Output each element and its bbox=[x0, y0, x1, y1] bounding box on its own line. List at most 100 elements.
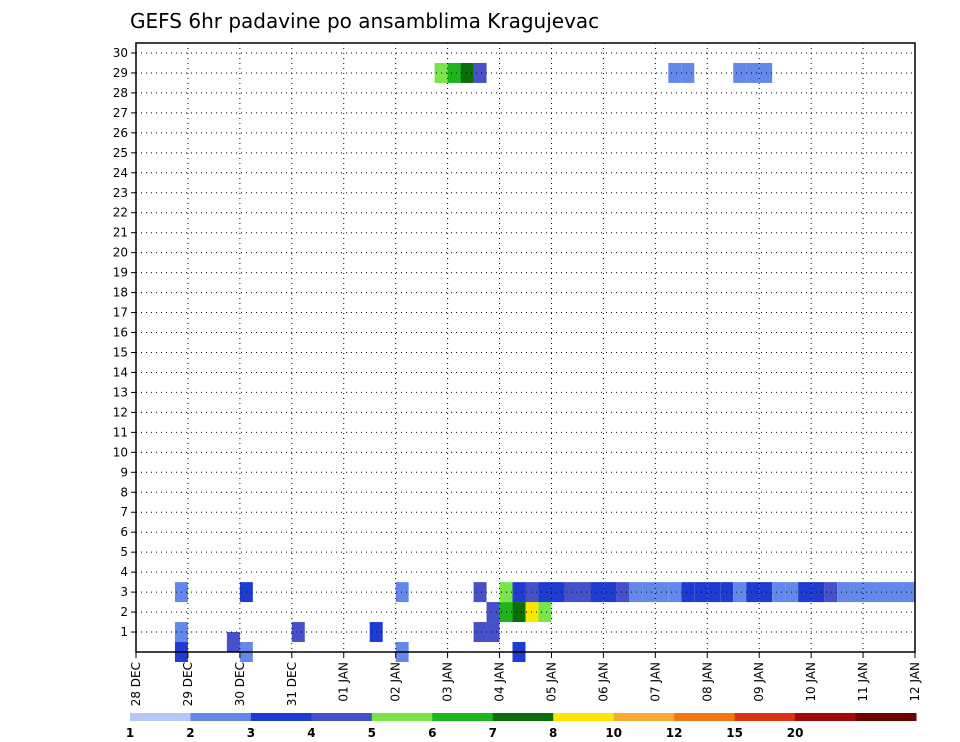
heatmap-cell bbox=[668, 582, 682, 603]
colorbar-swatch bbox=[190, 713, 252, 721]
colorbar-label: 20 bbox=[787, 726, 804, 740]
heatmap-cell bbox=[538, 602, 552, 623]
y-tick-label: 7 bbox=[120, 505, 128, 519]
colorbar-label: 12 bbox=[666, 726, 683, 740]
heatmap-cell bbox=[538, 582, 552, 603]
y-tick-label: 30 bbox=[113, 46, 128, 60]
y-tick-label: 16 bbox=[113, 326, 128, 340]
x-tick-label: 02 JAN bbox=[389, 662, 403, 702]
y-tick-label: 29 bbox=[113, 66, 128, 80]
x-tick-label: 07 JAN bbox=[648, 662, 662, 702]
heatmap-cell bbox=[577, 582, 591, 603]
colorbar-swatch bbox=[250, 713, 312, 721]
y-tick-label: 1 bbox=[120, 625, 128, 639]
x-tick-label: 08 JAN bbox=[700, 662, 714, 702]
heatmap-cell bbox=[902, 582, 915, 603]
heatmap-cell bbox=[616, 582, 630, 603]
x-tick-label: 01 JAN bbox=[337, 662, 351, 702]
x-tick-label: 06 JAN bbox=[596, 662, 610, 702]
heatmap-cell bbox=[889, 582, 903, 603]
heatmap-cell bbox=[564, 582, 578, 603]
x-axis: 28 DEC 29 DEC 30 DEC 31 DEC 01 JAN 02 JAN 03 J… bbox=[129, 652, 922, 706]
x-tick-label: 31 DEC bbox=[285, 662, 299, 706]
x-tick-label: 29 DEC bbox=[181, 662, 195, 706]
colorbar-label: 4 bbox=[307, 726, 315, 740]
heatmap-cell bbox=[486, 602, 500, 623]
colorbar-label: 15 bbox=[726, 726, 743, 740]
heatmap-cell bbox=[395, 582, 409, 603]
heatmap-cell bbox=[746, 582, 760, 603]
x-tick-label: 09 JAN bbox=[752, 662, 766, 702]
colorbar-label: 2 bbox=[186, 726, 194, 740]
heatmap-cell bbox=[876, 582, 890, 603]
x-tick-label: 12 JAN bbox=[908, 662, 922, 702]
heatmap-cell bbox=[798, 582, 812, 603]
colorbar: 1 2 3 4 5 6 7 8 10 12 15 20 bbox=[126, 713, 917, 740]
colorbar-label: 1 bbox=[126, 726, 134, 740]
colorbar-label: 3 bbox=[247, 726, 255, 740]
colorbar-swatch bbox=[492, 713, 554, 721]
colorbar-swatch bbox=[130, 713, 191, 721]
y-tick-label: 22 bbox=[113, 206, 128, 220]
heatmap-cell bbox=[824, 582, 838, 603]
colorbar-swatch bbox=[795, 713, 857, 721]
x-tick-label: 05 JAN bbox=[544, 662, 558, 702]
y-axis: 1234567891011121314151617181920212223242… bbox=[113, 46, 136, 639]
y-tick-label: 21 bbox=[113, 226, 128, 240]
heatmap-cell bbox=[551, 582, 565, 603]
heatmap-cell bbox=[772, 582, 786, 603]
heatmap-cell bbox=[473, 582, 487, 603]
x-tick-label: 28 DEC bbox=[129, 662, 143, 706]
y-tick-label: 10 bbox=[113, 445, 128, 459]
heatmap-cell bbox=[226, 632, 240, 652]
y-tick-label: 3 bbox=[120, 585, 128, 599]
y-tick-label: 28 bbox=[113, 86, 128, 100]
heatmap-cell bbox=[863, 582, 877, 603]
x-tick-label: 04 JAN bbox=[493, 662, 507, 702]
colorbar-label: 10 bbox=[605, 726, 622, 740]
y-tick-label: 9 bbox=[120, 465, 128, 479]
x-tick-label: 10 JAN bbox=[804, 662, 818, 702]
y-tick-label: 15 bbox=[113, 345, 128, 359]
heatmap-cell bbox=[460, 62, 474, 83]
heatmap-cell bbox=[473, 622, 487, 643]
y-tick-label: 4 bbox=[120, 565, 128, 579]
heatmap-cell bbox=[486, 622, 500, 643]
y-tick-label: 27 bbox=[113, 106, 128, 120]
plot-frame bbox=[135, 42, 916, 653]
colorbar-swatch bbox=[432, 713, 494, 721]
heatmap-cell bbox=[733, 62, 747, 83]
colorbar-swatch bbox=[734, 713, 796, 721]
gridlines bbox=[136, 43, 915, 652]
colorbar-swatch bbox=[311, 713, 373, 721]
heatmap-cell bbox=[759, 62, 773, 83]
chart-title: GEFS 6hr padavine po ansamblima Kragujev… bbox=[130, 9, 599, 33]
colorbar-swatch bbox=[674, 713, 736, 721]
colorbar-swatch bbox=[553, 713, 615, 721]
y-tick-label: 6 bbox=[120, 525, 128, 539]
heatmap-cell bbox=[759, 582, 773, 603]
y-tick-label: 18 bbox=[113, 286, 128, 300]
y-tick-label: 23 bbox=[113, 186, 128, 200]
y-tick-label: 25 bbox=[113, 146, 128, 160]
y-tick-label: 11 bbox=[113, 425, 128, 439]
heatmap-cell bbox=[447, 62, 461, 83]
y-tick-label: 19 bbox=[113, 266, 128, 280]
y-tick-label: 13 bbox=[113, 385, 128, 399]
x-tick-label: 30 DEC bbox=[233, 662, 247, 706]
y-tick-label: 20 bbox=[113, 246, 128, 260]
heatmap-cell bbox=[512, 602, 526, 623]
heatmap-cell bbox=[642, 582, 656, 603]
colorbar-swatch bbox=[855, 713, 917, 721]
y-tick-label: 5 bbox=[120, 545, 128, 559]
heatmap-cell bbox=[668, 62, 682, 83]
y-tick-label: 2 bbox=[120, 605, 128, 619]
colorbar-swatch bbox=[613, 713, 675, 721]
x-tick-label: 03 JAN bbox=[441, 662, 455, 702]
heatmap-cell bbox=[746, 62, 760, 83]
heatmap-cell bbox=[629, 582, 643, 603]
y-tick-label: 14 bbox=[113, 365, 128, 379]
y-tick-label: 8 bbox=[120, 485, 128, 499]
colorbar-label: 8 bbox=[549, 726, 557, 740]
heatmap-cells bbox=[174, 62, 915, 662]
